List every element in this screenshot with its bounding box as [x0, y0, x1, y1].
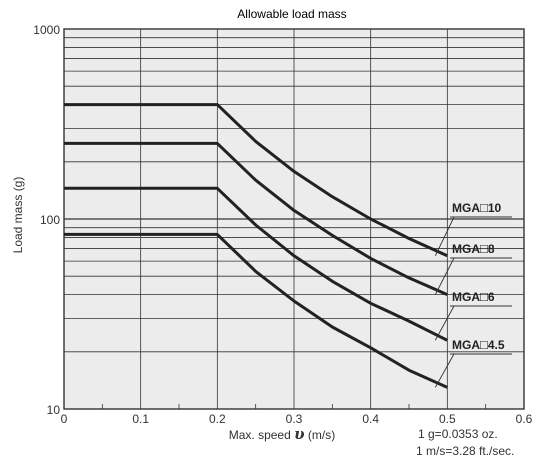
series-label-leader	[434, 353, 455, 388]
series-label-leader	[434, 216, 455, 257]
x-tick-label: 0.1	[132, 412, 149, 426]
series-label-prefix: MGA	[452, 338, 480, 352]
y-tick-label: 10	[47, 403, 61, 417]
series-label-box: □	[480, 337, 488, 352]
note-ft: 1 m/s=3.28 ft./sec.	[416, 444, 514, 458]
series-label-leader	[434, 305, 455, 341]
series-label-0: MGA□10	[452, 200, 502, 215]
x-tick-label: 0.5	[439, 412, 456, 426]
series-label-size: 4.5	[488, 338, 505, 352]
series-label-leader	[434, 257, 455, 295]
y-axis-label: Load mass (g)	[11, 177, 25, 254]
series-label-size: 8	[488, 242, 495, 256]
series-label-1: MGA□8	[452, 241, 495, 256]
y-tick-label: 1000	[33, 23, 60, 37]
x-tick-label: 0.2	[209, 412, 226, 426]
series-label-prefix: MGA	[452, 242, 480, 256]
note-oz: 1 g=0.0353 oz.	[418, 427, 498, 441]
x-axis-symbol: υ	[294, 425, 305, 443]
chart-title: Allowable load mass	[237, 7, 346, 21]
series-group	[64, 103, 448, 389]
series-label-size: 10	[488, 201, 502, 215]
y-tick-label: 100	[40, 213, 60, 227]
series-line-2	[64, 186, 448, 342]
series-label-box: □	[480, 200, 488, 215]
plot-frame	[63, 28, 525, 410]
series-line-0	[64, 103, 448, 258]
series-line-1	[64, 141, 448, 296]
y-axis-ticks: 10 100 1000	[33, 23, 60, 417]
x-tick-label: 0.4	[362, 412, 379, 426]
x-axis-label: Max. speed υ (m/s)	[229, 425, 335, 443]
plot-border	[63, 28, 525, 410]
series-label-size: 6	[488, 290, 495, 304]
x-axis-ticks: 0 0.1 0.2 0.3 0.4 0.5 0.6	[61, 412, 533, 426]
series-line-3	[64, 232, 448, 389]
series-label-box: □	[480, 241, 488, 256]
series-label-prefix: MGA	[452, 201, 480, 215]
series-label-3: MGA□4.5	[452, 337, 505, 352]
x-tick-label: 0	[61, 412, 68, 426]
series-label-prefix: MGA	[452, 290, 480, 304]
x-tick-label: 0.3	[286, 412, 303, 426]
series-label-2: MGA□6	[452, 289, 495, 304]
x-tick-label: 0.6	[516, 412, 533, 426]
series-label-box: □	[480, 289, 488, 304]
grid	[64, 29, 524, 409]
